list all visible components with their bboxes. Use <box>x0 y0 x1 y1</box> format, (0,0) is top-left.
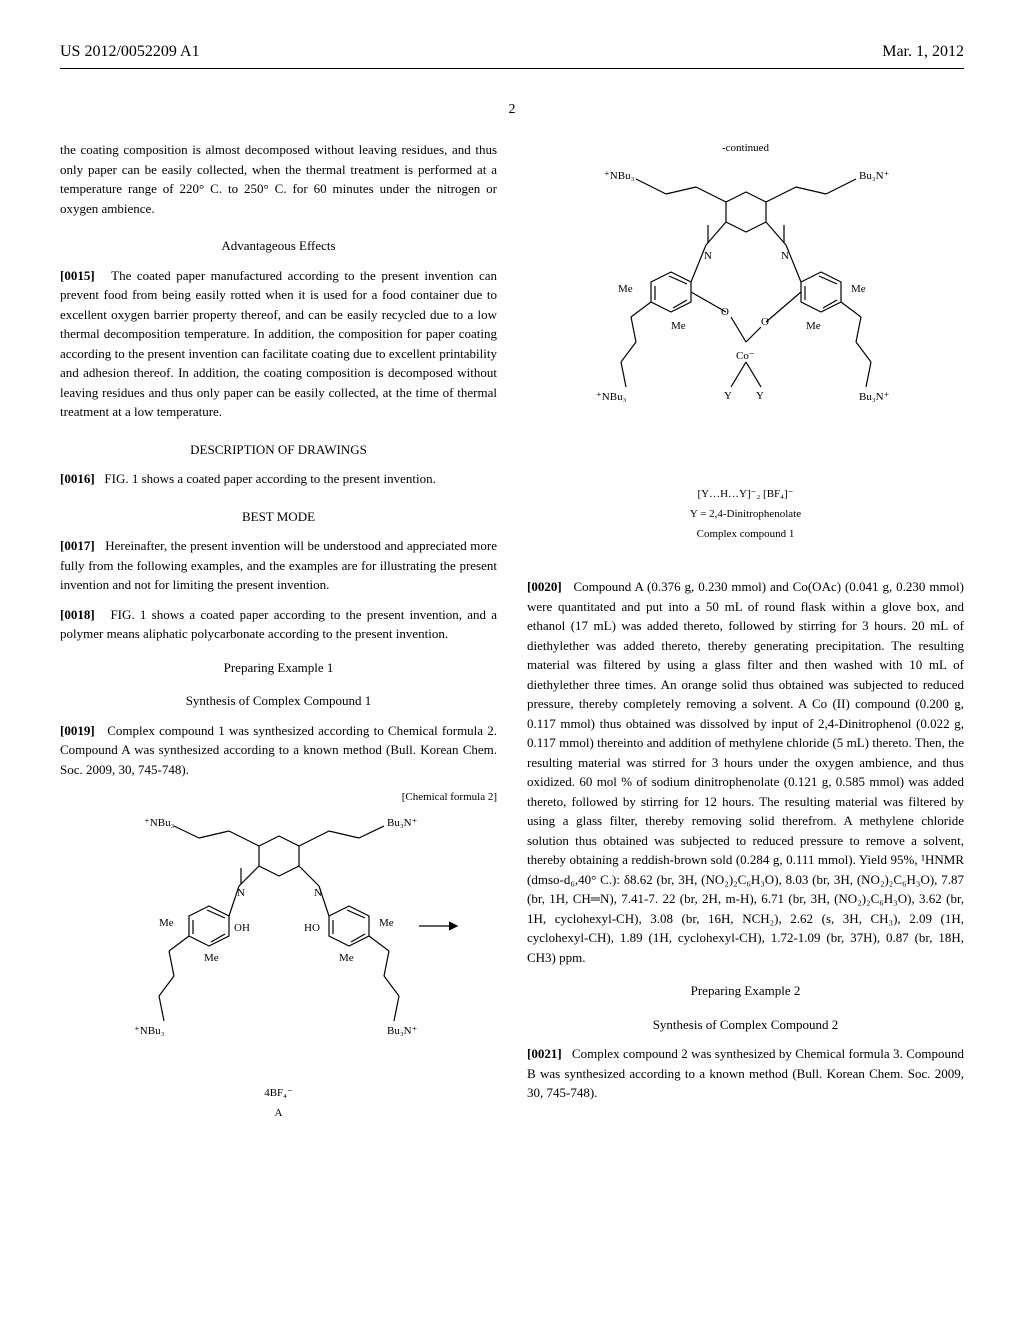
para-text: The coated paper manufactured according … <box>60 268 497 420</box>
para-text: FIG. 1 shows a coated paper according to… <box>104 471 435 486</box>
heading-preparing-example-2: Preparing Example 2 <box>527 981 964 1001</box>
paragraph-0020: [0020] Compound A (0.376 g, 0.230 mmol) … <box>527 577 964 967</box>
complex-1-structure: ⁺NBu₃ Bu₃N⁺ N N Me Me O O Me Me Co⁻ Y Y … <box>527 167 964 477</box>
svg-text:Bu₃N⁺: Bu₃N⁺ <box>387 817 418 829</box>
paragraph-0018: [0018] FIG. 1 shows a coated paper accor… <box>60 605 497 644</box>
svg-text:Me: Me <box>851 283 866 295</box>
para-num: [0017] <box>60 538 95 553</box>
svg-text:⁺NBu₃: ⁺NBu₃ <box>604 170 635 182</box>
svg-text:O: O <box>761 316 769 328</box>
paragraph-0016: [0016] FIG. 1 shows a coated paper accor… <box>60 469 497 489</box>
paragraph-0017: [0017] Hereinafter, the present inventio… <box>60 536 497 595</box>
para-text: Complex compound 2 was synthesized by Ch… <box>527 1046 964 1100</box>
compound-a-caption-1: 4BF₄⁻ <box>60 1086 497 1100</box>
para-num: [0016] <box>60 471 95 486</box>
svg-text:Bu₃N⁺: Bu₃N⁺ <box>859 391 890 403</box>
chemical-formula-label: [Chemical formula 2] <box>60 789 497 806</box>
para-num: [0020] <box>527 579 562 594</box>
svg-text:⁺NBu₃: ⁺NBu₃ <box>144 817 175 829</box>
para-text: Compound A (0.376 g, 0.230 mmol) and Co(… <box>527 579 964 965</box>
svg-text:N: N <box>237 887 245 899</box>
svg-text:Co⁻: Co⁻ <box>736 350 755 362</box>
paragraph-0019: [0019] Complex compound 1 was synthesize… <box>60 721 497 780</box>
heading-drawings: DESCRIPTION OF DRAWINGS <box>60 440 497 460</box>
para-num: [0015] <box>60 268 95 283</box>
complex-1-caption-2: Y = 2,4-Dinitrophenolate <box>527 507 964 521</box>
page-number: 2 <box>60 99 964 120</box>
para-num: [0019] <box>60 723 95 738</box>
heading-advantageous-effects: Advantageous Effects <box>60 236 497 256</box>
content-columns: the coating composition is almost decomp… <box>60 140 964 1126</box>
svg-text:Bu₃N⁺: Bu₃N⁺ <box>859 170 890 182</box>
svg-text:Me: Me <box>671 320 686 332</box>
svg-text:Y: Y <box>724 390 732 402</box>
left-column: the coating composition is almost decomp… <box>60 140 497 1126</box>
heading-best-mode: BEST MODE <box>60 507 497 527</box>
svg-text:N: N <box>314 887 322 899</box>
heading-synthesis-2: Synthesis of Complex Compound 2 <box>527 1015 964 1035</box>
svg-text:HO: HO <box>304 922 320 934</box>
svg-text:⁺NBu₃: ⁺NBu₃ <box>596 391 627 403</box>
para-text: Complex compound 1 was synthesized accor… <box>60 723 497 777</box>
paragraph-0015: [0015] The coated paper manufactured acc… <box>60 266 497 422</box>
para-num: [0018] <box>60 607 95 622</box>
paragraph-0021: [0021] Complex compound 2 was synthesize… <box>527 1044 964 1103</box>
complex-1-caption-3: Complex compound 1 <box>527 527 964 541</box>
svg-text:Y: Y <box>756 390 764 402</box>
para-num: [0021] <box>527 1046 562 1061</box>
para-text: Hereinafter, the present invention will … <box>60 538 497 592</box>
complex-1-caption-1: [Y…H…Y]⁻₂ [BF₄]⁻ <box>527 487 964 501</box>
compound-a-caption-2: A <box>60 1106 497 1120</box>
doc-date: Mar. 1, 2012 <box>882 40 964 64</box>
heading-preparing-example-1: Preparing Example 1 <box>60 658 497 678</box>
svg-text:Me: Me <box>618 283 633 295</box>
paragraph-continuation: the coating composition is almost decomp… <box>60 140 497 218</box>
svg-text:N: N <box>704 250 712 262</box>
page-header: US 2012/0052209 A1 Mar. 1, 2012 <box>60 40 964 69</box>
svg-text:Bu₃N⁺: Bu₃N⁺ <box>387 1025 418 1037</box>
svg-text:⁺NBu₃: ⁺NBu₃ <box>134 1025 165 1037</box>
right-column: -continued <box>527 140 964 1126</box>
doc-number: US 2012/0052209 A1 <box>60 40 200 64</box>
heading-synthesis-1: Synthesis of Complex Compound 1 <box>60 691 497 711</box>
svg-text:Me: Me <box>159 917 174 929</box>
svg-text:OH: OH <box>234 922 250 934</box>
svg-text:Me: Me <box>806 320 821 332</box>
continued-label: -continued <box>527 140 964 157</box>
svg-text:N: N <box>781 250 789 262</box>
compound-a-structure: ⁺NBu₃ Bu₃N⁺ N N Me Me OH HO Me Me ⁺NBu₃ … <box>60 816 497 1076</box>
svg-text:Me: Me <box>379 917 394 929</box>
para-text: FIG. 1 shows a coated paper according to… <box>60 607 497 642</box>
svg-text:Me: Me <box>339 952 354 964</box>
svg-text:O: O <box>721 306 729 318</box>
svg-text:Me: Me <box>204 952 219 964</box>
